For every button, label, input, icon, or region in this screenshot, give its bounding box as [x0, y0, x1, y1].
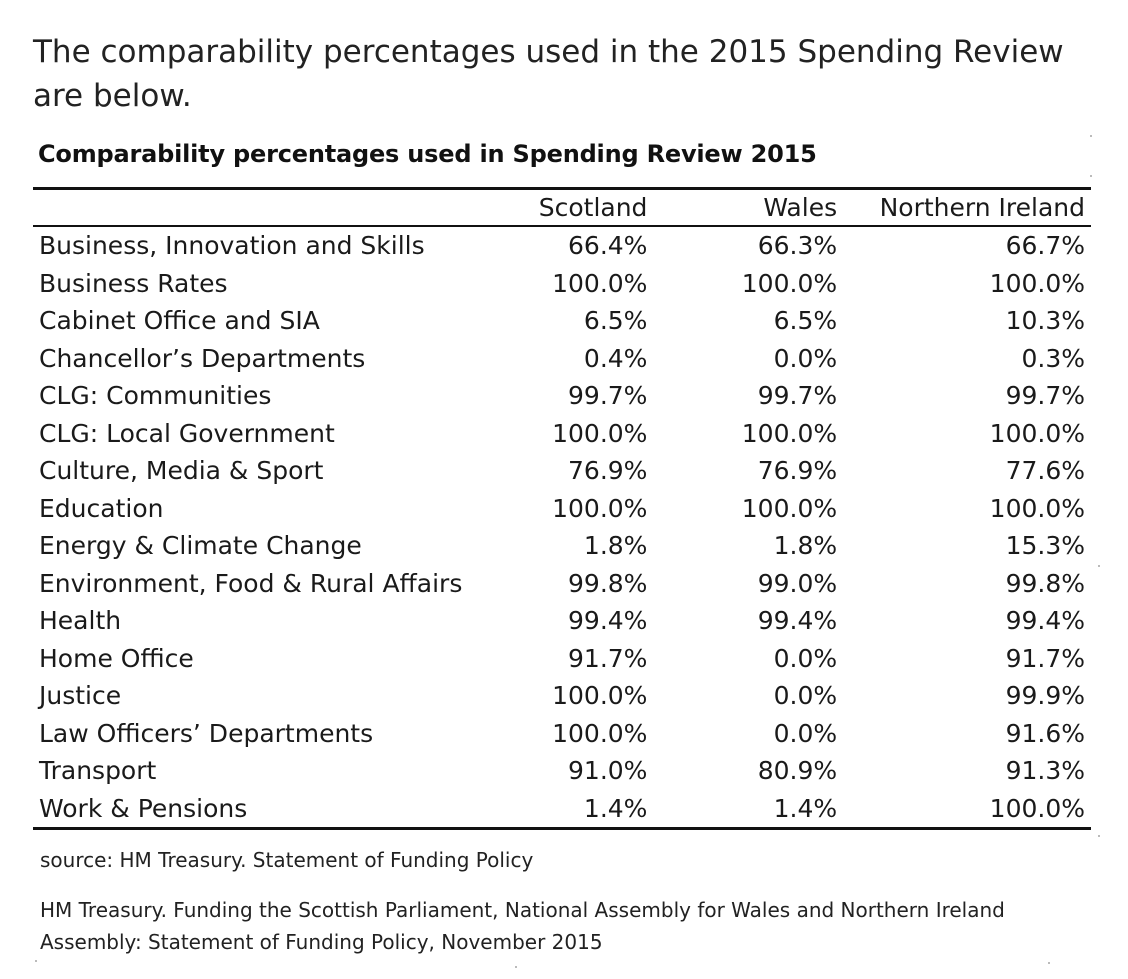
cell-department: Chancellor’s Departments: [39, 343, 366, 373]
cell-department: CLG: Communities: [39, 381, 272, 411]
page-edge-mark: [1090, 135, 1092, 137]
cell-department: Cabinet Office and SIA: [39, 306, 320, 336]
cell-department: Home Office: [39, 643, 194, 673]
table-row: Education 100.0% 100.0% 100.0%: [33, 490, 1091, 528]
cell-scotland: 1.4%: [583, 793, 648, 823]
cell-department: Environment, Food & Rural Affairs: [39, 568, 463, 598]
cell-department: Culture, Media & Sport: [39, 456, 324, 486]
cell-northern-ireland: 91.3%: [1005, 756, 1085, 786]
table-row: Chancellor’s Departments 0.4% 0.0% 0.3%: [33, 340, 1091, 378]
cell-department: CLG: Local Government: [39, 418, 335, 448]
cell-department: Law Officers’ Departments: [39, 718, 374, 748]
cell-scotland: 100.0%: [552, 268, 648, 298]
page-edge-mark: [35, 960, 37, 962]
cell-department: Transport: [39, 756, 157, 786]
cell-department: Work & Pensions: [39, 793, 248, 823]
comparability-table-frame: Scotland Wales Northern Ireland Business…: [33, 187, 1091, 830]
cell-department: Health: [39, 606, 122, 636]
cell-northern-ireland: 77.6%: [1005, 456, 1085, 486]
cell-scotland: 99.7%: [568, 381, 648, 411]
column-header-scotland: Scotland: [532, 188, 654, 227]
cell-northern-ireland: 91.6%: [1005, 718, 1085, 748]
comparability-table: Scotland Wales Northern Ireland Business…: [33, 187, 1091, 830]
cell-department: Education: [39, 493, 164, 523]
table-row: CLG: Local Government 100.0% 100.0% 100.0%: [33, 415, 1091, 453]
cell-scotland: 99.4%: [568, 606, 648, 636]
cell-northern-ireland: 99.4%: [1005, 606, 1085, 636]
cell-wales: 1.4%: [773, 793, 838, 823]
cell-scotland: 99.8%: [568, 568, 648, 598]
cell-scotland: 100.0%: [552, 493, 648, 523]
cell-northern-ireland: 91.7%: [1005, 643, 1085, 673]
cell-scotland: 0.4%: [583, 343, 648, 373]
column-header-department: [33, 188, 533, 227]
source-note: source: HM Treasury. Statement of Fundin…: [40, 848, 534, 872]
page-edge-mark: [515, 966, 517, 968]
table-row: Law Officers’ Departments 100.0% 0.0% 91.6%: [33, 715, 1091, 753]
cell-scotland: 100.0%: [552, 718, 648, 748]
cell-wales: 76.9%: [757, 456, 838, 486]
cell-wales: 100.0%: [741, 418, 838, 448]
table-row: Energy & Climate Change 1.8% 1.8% 15.3%: [33, 527, 1091, 565]
cell-department: Justice: [39, 681, 122, 711]
cell-department: Energy & Climate Change: [39, 531, 362, 561]
table-row: CLG: Communities 99.7% 99.7% 99.7%: [33, 377, 1091, 415]
cell-northern-ireland: 100.0%: [989, 418, 1085, 448]
cell-wales: 99.0%: [757, 568, 838, 598]
table-row: Health 99.4% 99.4% 99.4%: [33, 602, 1091, 640]
table-row: Environment, Food & Rural Affairs 99.8% 99…: [33, 565, 1091, 603]
cell-wales: 0.0%: [773, 643, 838, 673]
cell-department: Business Rates: [39, 268, 228, 298]
table-row: Work & Pensions 1.4% 1.4% 100.0%: [33, 790, 1091, 829]
column-header-northern-ireland: Northern Ireland: [843, 188, 1091, 227]
cell-wales: 6.5%: [773, 306, 838, 336]
table-row: Business, Innovation and Skills 66.4% 66.3…: [33, 226, 1091, 265]
cell-wales: 0.0%: [773, 718, 838, 748]
table-row: Transport 91.0% 80.9% 91.3%: [33, 752, 1091, 790]
page-edge-mark: [1048, 962, 1050, 964]
table-row: Culture, Media & Sport 76.9% 76.9% 77.6%: [33, 452, 1091, 490]
cell-wales: 99.4%: [757, 606, 838, 636]
reference-note: HM Treasury. Funding the Scottish Parlia…: [40, 898, 1005, 954]
page-edge-mark: [1090, 175, 1092, 177]
cell-northern-ireland: 0.3%: [1021, 343, 1085, 373]
cell-scotland: 66.4%: [568, 231, 648, 261]
cell-northern-ireland: 99.8%: [1005, 568, 1085, 598]
cell-northern-ireland: 15.3%: [1005, 531, 1085, 561]
table-title: Comparability percentages used in Spendi…: [38, 140, 817, 168]
cell-northern-ireland: 10.3%: [1005, 306, 1085, 336]
table-body: Business, Innovation and Skills 66.4% 66.3…: [33, 226, 1091, 829]
cell-scotland: 100.0%: [552, 681, 648, 711]
cell-scotland: 1.8%: [583, 531, 648, 561]
cell-wales: 80.9%: [757, 756, 838, 786]
table-header-row: Scotland Wales Northern Ireland: [33, 188, 1091, 227]
cell-scotland: 91.7%: [568, 643, 648, 673]
page-edge-mark: [1098, 835, 1100, 837]
table-row: Cabinet Office and SIA 6.5% 6.5% 10.3%: [33, 302, 1091, 340]
cell-scotland: 100.0%: [552, 418, 648, 448]
cell-northern-ireland: 99.9%: [1005, 681, 1085, 711]
table-row: Business Rates 100.0% 100.0% 100.0%: [33, 265, 1091, 303]
cell-department: Business, Innovation and Skills: [39, 231, 425, 261]
page-edge-mark: [1098, 565, 1100, 567]
cell-northern-ireland: 100.0%: [989, 493, 1085, 523]
cell-northern-ireland: 100.0%: [989, 268, 1085, 298]
cell-wales: 100.0%: [741, 268, 838, 298]
table-row: Home Office 91.7% 0.0% 91.7%: [33, 640, 1091, 678]
cell-scotland: 6.5%: [583, 306, 648, 336]
cell-wales: 100.0%: [741, 493, 838, 523]
column-header-wales: Wales: [653, 188, 844, 227]
cell-wales: 66.3%: [757, 231, 838, 261]
cell-wales: 0.0%: [773, 681, 838, 711]
cell-northern-ireland: 100.0%: [989, 793, 1085, 823]
cell-wales: 0.0%: [773, 343, 838, 373]
cell-northern-ireland: 99.7%: [1005, 381, 1085, 411]
table-row: Justice 100.0% 0.0% 99.9%: [33, 677, 1091, 715]
cell-scotland: 91.0%: [568, 756, 648, 786]
cell-scotland: 76.9%: [568, 456, 648, 486]
intro-paragraph: The comparability percentages used in th…: [33, 34, 1064, 114]
cell-wales: 99.7%: [757, 381, 838, 411]
cell-northern-ireland: 66.7%: [1005, 231, 1085, 261]
cell-wales: 1.8%: [773, 531, 838, 561]
